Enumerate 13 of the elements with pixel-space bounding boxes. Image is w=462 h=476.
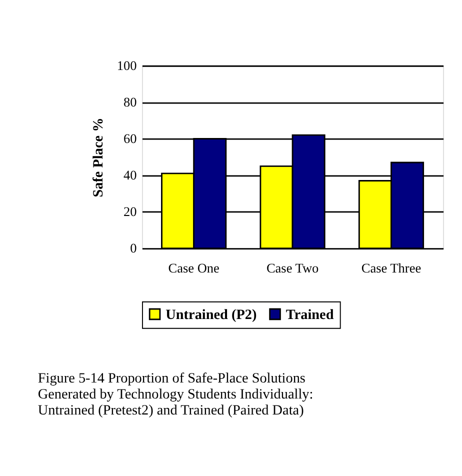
caption: Figure 5-14 Proportion of Safe-Place Solutions Generated by Technology Students Individually: Untrained (Pretest2) and Trained (Paired Data) bbox=[38, 370, 314, 419]
y-tick-label: 100 bbox=[116, 58, 138, 73]
y-tick-label: 80 bbox=[124, 94, 138, 110]
legend-label: Trained bbox=[286, 306, 334, 323]
x-tick-label: Case Three bbox=[361, 260, 422, 276]
x-tick-label: Case One bbox=[168, 260, 220, 276]
y-tick-label: 60 bbox=[124, 131, 138, 146]
y-tick-label: 0 bbox=[130, 240, 138, 256]
y-axis-title: Safe Place % bbox=[90, 118, 107, 198]
x-tick-label: Case Two bbox=[266, 260, 319, 276]
y-tick-label: 40 bbox=[124, 168, 138, 183]
legend-label: Untrained (P2) bbox=[166, 306, 257, 323]
y-tick-label: 20 bbox=[124, 204, 138, 220]
